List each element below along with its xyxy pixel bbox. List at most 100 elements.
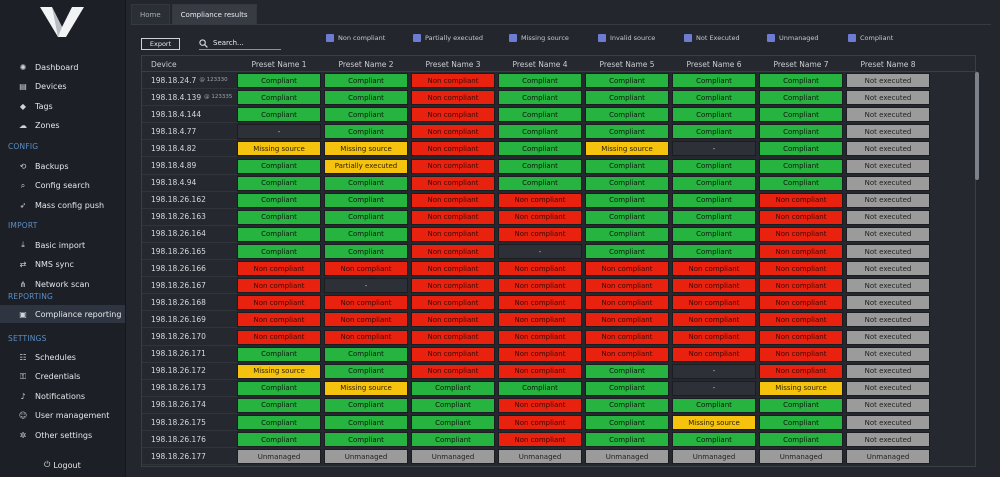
status-cell[interactable]: Non compliant: [498, 346, 582, 362]
status-cell[interactable]: Compliant: [237, 73, 321, 88]
status-cell[interactable]: Non compliant: [411, 209, 495, 225]
status-cell[interactable]: Compliant: [672, 158, 756, 174]
status-cell[interactable]: Compliant: [672, 175, 756, 191]
device-cell[interactable]: 198.18.26.176: [142, 431, 237, 449]
status-cell[interactable]: Non compliant: [759, 244, 843, 259]
status-cell[interactable]: Compliant: [237, 226, 321, 242]
status-cell[interactable]: Compliant: [672, 73, 756, 88]
status-cell[interactable]: Compliant: [324, 226, 408, 242]
status-cell[interactable]: Compliant: [324, 192, 408, 208]
status-cell[interactable]: Compliant: [237, 244, 321, 259]
device-cell[interactable]: 198.18.26.169: [142, 311, 237, 329]
status-cell[interactable]: Compliant: [324, 415, 408, 430]
status-cell[interactable]: Not executed: [846, 141, 930, 157]
status-cell[interactable]: Unmanaged: [498, 449, 582, 465]
status-cell[interactable]: Compliant: [585, 107, 669, 123]
export-button[interactable]: Export: [141, 38, 180, 50]
status-cell[interactable]: Not executed: [846, 329, 930, 345]
device-cell[interactable]: 198.18.26.166: [142, 260, 237, 278]
sidebar-item-network-scan[interactable]: ⋔ Network scan: [0, 275, 125, 293]
status-cell[interactable]: Compliant: [585, 158, 669, 174]
status-cell[interactable]: Compliant: [324, 175, 408, 191]
status-cell[interactable]: Compliant: [585, 226, 669, 242]
status-cell[interactable]: Compliant: [759, 107, 843, 123]
device-cell[interactable]: 198.18.26.174: [142, 397, 237, 414]
column-header-preset-4[interactable]: Preset Name 4: [512, 59, 568, 69]
status-cell[interactable]: Compliant: [759, 73, 843, 88]
status-cell[interactable]: Not executed: [846, 158, 930, 174]
status-cell[interactable]: Non compliant: [759, 363, 843, 379]
status-cell[interactable]: Non compliant: [585, 295, 669, 311]
status-cell[interactable]: Non compliant: [237, 278, 321, 294]
status-cell[interactable]: Compliant: [237, 192, 321, 208]
sidebar-item-notifications[interactable]: ♪ Notifications: [0, 387, 125, 405]
status-cell[interactable]: Compliant: [498, 175, 582, 191]
legend-item-non-compliant[interactable]: Non compliant: [326, 34, 385, 42]
status-cell[interactable]: Non compliant: [498, 397, 582, 413]
status-cell[interactable]: Unmanaged: [846, 449, 930, 465]
status-cell[interactable]: Compliant: [585, 209, 669, 225]
status-cell[interactable]: -: [672, 380, 756, 396]
status-cell[interactable]: Not executed: [846, 244, 930, 259]
status-cell[interactable]: Not executed: [846, 397, 930, 413]
status-cell[interactable]: Not executed: [846, 226, 930, 242]
status-cell[interactable]: Non compliant: [411, 107, 495, 123]
status-cell[interactable]: Compliant: [672, 107, 756, 123]
status-cell[interactable]: Compliant: [585, 73, 669, 88]
column-header-preset-3[interactable]: Preset Name 3: [425, 59, 481, 69]
status-cell[interactable]: Compliant: [237, 346, 321, 362]
status-cell[interactable]: Compliant: [237, 107, 321, 123]
status-cell[interactable]: Not executed: [846, 107, 930, 123]
status-cell[interactable]: Compliant: [237, 432, 321, 448]
status-cell[interactable]: Non compliant: [411, 226, 495, 242]
status-cell[interactable]: Compliant: [324, 363, 408, 379]
status-cell[interactable]: -: [498, 244, 582, 259]
status-cell[interactable]: Not executed: [846, 312, 930, 328]
status-cell[interactable]: Compliant: [498, 107, 582, 123]
status-cell[interactable]: Compliant: [324, 124, 408, 140]
status-cell[interactable]: Non compliant: [585, 261, 669, 277]
status-cell[interactable]: Compliant: [237, 397, 321, 413]
status-cell[interactable]: Unmanaged: [411, 449, 495, 465]
status-cell[interactable]: Unmanaged: [585, 449, 669, 465]
status-cell[interactable]: Compliant: [324, 346, 408, 362]
status-cell[interactable]: Non compliant: [324, 329, 408, 345]
status-cell[interactable]: Unmanaged: [237, 449, 321, 465]
status-cell[interactable]: -: [672, 363, 756, 379]
legend-item-invalid-source[interactable]: Invalid source: [598, 34, 655, 42]
status-cell[interactable]: Non compliant: [672, 295, 756, 311]
legend-item-partially-executed[interactable]: Partially executed: [413, 34, 483, 42]
sidebar-item-config-search[interactable]: ⌕ Config search: [0, 177, 125, 195]
status-cell[interactable]: Non compliant: [759, 278, 843, 294]
device-cell[interactable]: 198.18.4.89: [142, 158, 237, 175]
status-cell[interactable]: Not executed: [846, 380, 930, 396]
status-cell[interactable]: Not executed: [846, 346, 930, 362]
status-cell[interactable]: Compliant: [498, 158, 582, 174]
device-cell[interactable]: 198.18.26.172: [142, 363, 237, 380]
column-header-preset-8[interactable]: Preset Name 8: [860, 59, 916, 69]
status-cell[interactable]: Non compliant: [759, 261, 843, 277]
status-cell[interactable]: Non compliant: [498, 209, 582, 225]
status-cell[interactable]: Non compliant: [411, 124, 495, 140]
status-cell[interactable]: -: [324, 278, 408, 294]
status-cell[interactable]: Non compliant: [498, 415, 582, 430]
sidebar-item-credentials[interactable]: ⚿ Credentials: [0, 368, 125, 386]
device-cell[interactable]: 198.18.4.82: [142, 140, 237, 158]
device-cell[interactable]: 198.18.26.168: [142, 294, 237, 312]
status-cell[interactable]: Non compliant: [759, 329, 843, 345]
status-cell[interactable]: Non compliant: [759, 226, 843, 242]
status-cell[interactable]: Not executed: [846, 175, 930, 191]
status-cell[interactable]: Partially executed: [324, 158, 408, 174]
status-cell[interactable]: Non compliant: [585, 329, 669, 345]
status-cell[interactable]: Unmanaged: [324, 449, 408, 465]
status-cell[interactable]: Non compliant: [672, 346, 756, 362]
status-cell[interactable]: Non compliant: [759, 346, 843, 362]
status-cell[interactable]: Non compliant: [411, 175, 495, 191]
status-cell[interactable]: Not executed: [846, 295, 930, 311]
status-cell[interactable]: Not executed: [846, 415, 930, 430]
status-cell[interactable]: Non compliant: [759, 312, 843, 328]
tab-home[interactable]: Home: [131, 4, 170, 24]
status-cell[interactable]: Non compliant: [411, 363, 495, 379]
status-cell[interactable]: Compliant: [759, 175, 843, 191]
status-cell[interactable]: Compliant: [585, 380, 669, 396]
